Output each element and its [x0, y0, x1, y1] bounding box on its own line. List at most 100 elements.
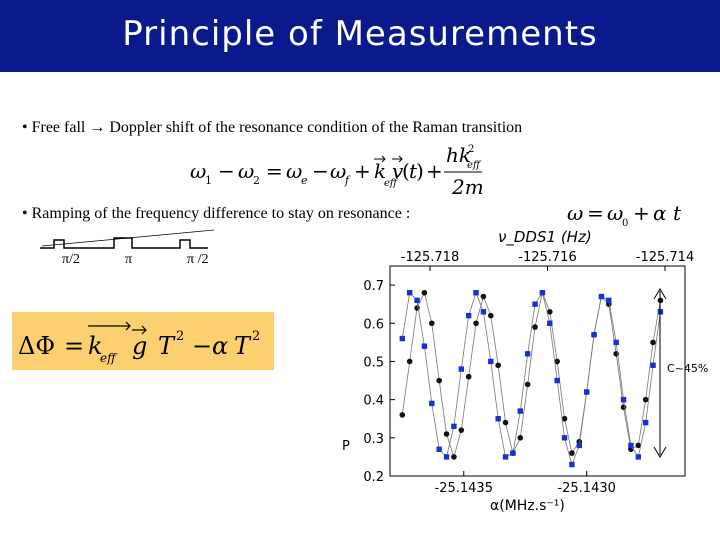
data-point-circle — [443, 431, 450, 437]
data-point-square — [473, 290, 479, 296]
data-point-square — [399, 335, 405, 342]
data-point-square — [488, 358, 494, 365]
svg-text:hk: hk — [446, 143, 471, 167]
svg-text:=: = — [64, 332, 84, 360]
top-axis-label: ν_DDS1 (Hz) — [498, 228, 592, 247]
data-point-square — [583, 389, 590, 395]
data-point-circle — [569, 450, 575, 456]
svg-text:k: k — [374, 159, 386, 183]
svg-text:e: e — [301, 174, 308, 187]
data-point-square — [561, 435, 568, 441]
data-point-circle — [524, 381, 531, 388]
svg-text:+: + — [354, 159, 371, 183]
data-point-circle — [487, 312, 494, 319]
svg-text:ω: ω — [330, 159, 346, 183]
svg-text:ω: ω — [190, 159, 206, 183]
data-point-circle — [532, 324, 538, 330]
svg-text:2: 2 — [253, 174, 260, 187]
y-tick-label: 0.5 — [363, 355, 384, 370]
data-point-square — [650, 362, 656, 368]
data-point-circle — [502, 419, 509, 426]
data-point-square — [406, 290, 413, 296]
svg-text:g: g — [132, 332, 147, 360]
svg-text:α: α — [212, 332, 228, 360]
data-point-circle — [480, 293, 487, 300]
svg-text:(: ( — [402, 159, 410, 183]
data-point-square — [465, 312, 472, 319]
svg-text:=: = — [587, 201, 604, 225]
data-point-circle — [414, 305, 420, 311]
data-point-square — [495, 416, 501, 422]
svg-text:ω: ω — [567, 201, 583, 225]
data-point-square — [510, 450, 516, 456]
svg-text:T: T — [158, 332, 176, 360]
data-point-square — [421, 343, 428, 349]
svg-text:eff: eff — [384, 178, 399, 189]
svg-text:2: 2 — [468, 144, 474, 155]
data-point-square — [620, 396, 627, 403]
data-point-circle — [406, 358, 413, 365]
data-point-circle — [465, 373, 472, 380]
contrast-label: C~45% — [667, 362, 709, 375]
fringe-chart: ν_DDS1 (Hz) 0.2 0.3 0.4 0.5 0.6 0.7 -25.1435 -2… — [342, 228, 694, 514]
top-tick-label: -125.716 — [518, 250, 576, 265]
pulse-sequence-diagram — [40, 229, 215, 249]
data-point-square — [443, 454, 450, 460]
contrast-arrow — [653, 288, 667, 458]
svg-text:−: − — [218, 159, 235, 183]
svg-text:ω: ω — [238, 159, 254, 183]
data-point-circle — [642, 396, 649, 403]
data-point-square — [628, 442, 634, 449]
plot-frame — [389, 265, 686, 477]
svg-text:t: t — [673, 201, 682, 225]
data-point-square — [642, 419, 649, 426]
svg-text:f: f — [344, 174, 351, 187]
data-point-circle — [620, 404, 627, 411]
pulse-label-pi-half-1: π/2 — [62, 252, 80, 267]
svg-text:T: T — [234, 332, 252, 360]
data-point-circle — [650, 339, 656, 346]
top-tick-label: -125.714 — [636, 250, 694, 265]
data-point-circle — [546, 309, 553, 315]
svg-text:t: t — [409, 159, 418, 183]
svg-text:0: 0 — [622, 218, 628, 229]
data-point-circle — [458, 427, 465, 433]
data-point-square — [451, 423, 457, 430]
y-tick-label: 0.7 — [363, 279, 384, 294]
data-point-circle — [399, 412, 406, 418]
data-point-square — [606, 297, 612, 304]
data-point-square — [591, 332, 597, 338]
data-point-square — [429, 400, 435, 407]
data-point-circle — [451, 454, 457, 460]
data-point-circle — [473, 320, 479, 327]
x-tick-label: -25.1435 — [435, 481, 493, 496]
pulse-label-pi: π — [125, 252, 133, 267]
y-tick-label: 0.3 — [363, 432, 384, 447]
data-point-square — [635, 454, 641, 460]
pulse-label-pi-half-2: π /2 — [187, 252, 209, 267]
svg-text:eff: eff — [100, 351, 118, 365]
svg-text:ω: ω — [286, 159, 302, 183]
svg-text:k: k — [88, 332, 103, 360]
svg-text:2m: 2m — [451, 175, 484, 198]
data-point-square — [547, 320, 553, 326]
svg-text:ω: ω — [607, 201, 623, 225]
y-tick-label: 0.2 — [363, 470, 384, 485]
data-point-circle — [436, 377, 442, 384]
data-point-square — [539, 290, 546, 296]
data-point-square — [598, 293, 605, 300]
data-point-circle — [421, 289, 428, 296]
data-point-square — [532, 301, 538, 307]
data-point-square — [524, 351, 531, 357]
svg-text:2: 2 — [176, 329, 184, 344]
series-line — [401, 291, 661, 459]
data-point-circle — [428, 320, 435, 327]
svg-text:−: − — [312, 159, 329, 183]
y-axis-label: P — [342, 439, 350, 454]
x-tick-label: -25.1430 — [557, 481, 615, 496]
data-point-circle — [495, 362, 501, 369]
y-tick-label: 0.6 — [363, 317, 384, 332]
data-point-square — [502, 454, 509, 460]
